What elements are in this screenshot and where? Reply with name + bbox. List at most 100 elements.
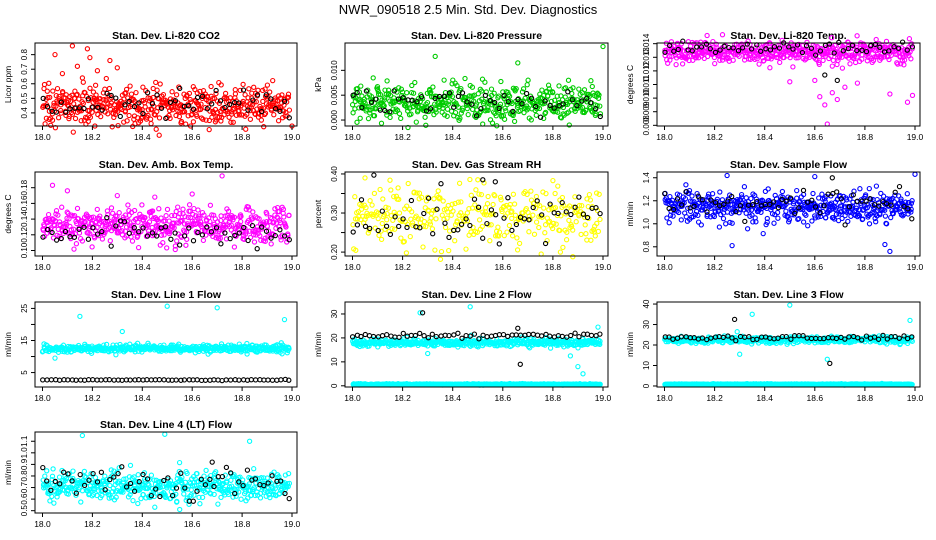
data-point [250,209,256,215]
data-point [58,99,64,105]
data-point [124,118,130,124]
data-point [834,96,840,103]
data-point [866,221,873,227]
data-point [227,101,233,108]
data-point [381,97,388,103]
data-point [104,90,110,97]
data-point [156,132,162,138]
data-point [371,172,377,178]
data-point [216,100,223,106]
x-tick-label: 18.8 [234,262,251,272]
y-axis-label: degrees C [625,65,635,104]
data-point [576,86,582,92]
data-point [218,241,224,247]
data-point [285,94,292,101]
data-point [175,204,181,210]
data-point [575,363,581,370]
data-point [806,54,813,60]
data-point [595,95,602,101]
data-point [44,104,51,110]
chart-title: Stan. Dev. Line 3 Flow [733,289,844,301]
data-point [188,99,194,105]
data-point [145,107,152,113]
data-point [65,103,72,109]
y-tick-label: 0.20 [330,244,339,260]
data-point [882,241,888,248]
data-point [562,94,568,100]
data-point [356,89,363,95]
data-point [533,193,540,200]
data-point [673,61,679,68]
data-point [509,227,515,234]
data-point [909,198,915,204]
x-tick-label: 19.0 [284,393,301,403]
data-point [510,108,516,115]
data-point [421,333,427,339]
data-point [830,57,836,64]
data-point [208,83,214,90]
data-point [842,222,848,228]
data-point [71,246,77,252]
data-point [458,85,464,92]
data-point [50,88,56,94]
x-tick-label: 18.4 [444,393,461,403]
data-point [76,96,82,102]
data-point [805,223,811,229]
data-point [427,86,433,93]
data-point [385,87,392,93]
data-point [247,116,254,122]
data-point [704,53,711,60]
data-point [547,345,554,351]
data-point [551,105,557,111]
data-point [444,113,450,119]
data-point [429,226,436,232]
data-point [488,86,495,92]
data-point [409,82,415,89]
y-tick-label: 5 [20,370,29,375]
data-point [429,331,435,337]
data-point [417,330,423,337]
data-point [510,191,517,197]
data-point [281,98,288,104]
data-point [816,61,822,68]
data-point [570,254,576,260]
data-points [662,171,918,255]
data-point [562,85,569,91]
data-point [65,98,71,104]
data-point [368,99,375,105]
x-tick-label: 18.0 [344,132,361,142]
x-tick-label: 18.8 [857,132,874,142]
chart-panel-4: Stan. Dev. Amb. Box Temp.degrees C18.0 18… [3,159,301,272]
y-axis-label: Licor ppm [3,66,13,103]
data-point [64,188,71,194]
data-point [563,237,570,243]
data-point [382,107,388,114]
data-point [85,118,91,125]
data-point [775,215,781,221]
data-point [545,93,551,99]
data-point [223,377,229,383]
data-point [357,115,363,121]
data-point [597,111,604,117]
data-point [232,91,239,97]
data-point [395,185,401,191]
data-point [408,197,415,204]
data-point [117,105,124,111]
data-point [137,106,143,112]
data-point [882,213,889,219]
data-point [117,113,123,120]
data-point [109,124,115,130]
data-point [566,122,572,128]
data-point [210,95,216,102]
data-point [560,101,566,107]
data-point [580,371,586,377]
data-point [107,57,113,64]
data-point [446,98,452,105]
data-point [46,116,52,123]
y-tick-label: 0.014 [642,33,651,54]
data-point [515,96,521,103]
data-point [207,202,214,208]
data-point [456,180,463,186]
